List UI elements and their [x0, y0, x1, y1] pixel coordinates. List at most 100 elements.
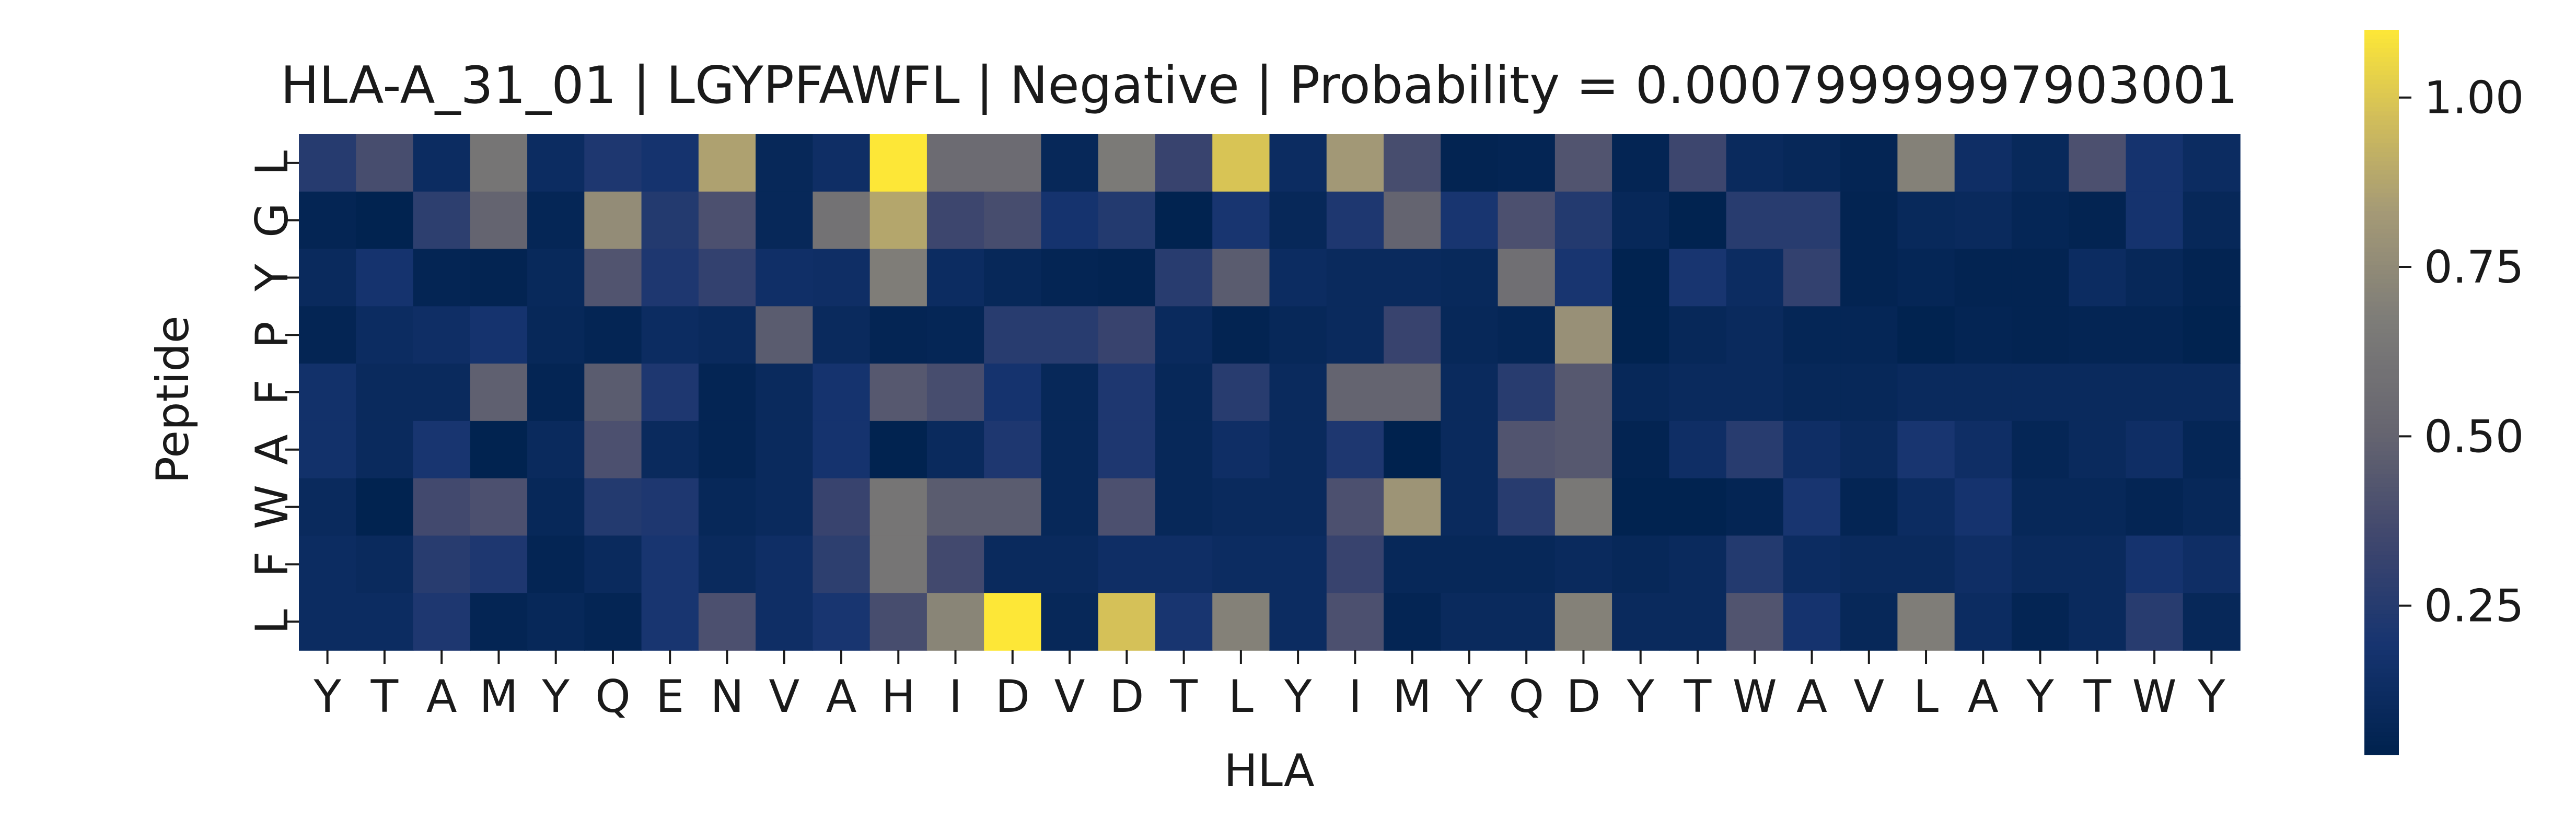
- heatmap-cell: [1384, 478, 1442, 536]
- colorbar-segment: [2364, 718, 2399, 724]
- colorbar-segment: [2364, 347, 2399, 352]
- colorbar-segment: [2364, 225, 2399, 230]
- colorbar-segment: [2364, 464, 2399, 470]
- colorbar-segment: [2364, 655, 2399, 660]
- colorbar-segment: [2364, 433, 2399, 438]
- heatmap-cell: [584, 134, 642, 192]
- heatmap-cell: [813, 364, 871, 422]
- colorbar-segment: [2364, 682, 2399, 687]
- colorbar-segment: [2364, 315, 2399, 321]
- colorbar-segment: [2364, 618, 2399, 624]
- heatmap-cell: [1954, 364, 2012, 422]
- colorbar-segment: [2364, 265, 2399, 271]
- colorbar-segment: [2364, 134, 2399, 139]
- colorbar-segment: [2364, 673, 2399, 678]
- colorbar-segment: [2364, 628, 2399, 633]
- heatmap-cell: [1498, 306, 1556, 364]
- heatmap-cell: [1840, 191, 1898, 250]
- colorbar-segment: [2364, 723, 2399, 728]
- heatmap-cell: [1669, 364, 1727, 422]
- heatmap-cell: [2126, 249, 2184, 307]
- colorbar-segment: [2364, 669, 2399, 674]
- colorbar-segment: [2364, 129, 2399, 135]
- colorbar-segment: [2364, 88, 2399, 94]
- heatmap-cell: [926, 134, 984, 192]
- heatmap-cell: [698, 535, 756, 594]
- heatmap-cell: [1441, 593, 1499, 651]
- heatmap-cell: [2183, 191, 2241, 250]
- heatmap-cell: [756, 420, 814, 479]
- heatmap-cell: [2126, 420, 2184, 479]
- colorbar-segment: [2364, 220, 2399, 225]
- heatmap-cell: [1498, 249, 1556, 307]
- heatmap-cell: [2069, 593, 2127, 651]
- colorbar-segment: [2364, 424, 2399, 429]
- colorbar-segment: [2364, 437, 2399, 443]
- heatmap-cell: [641, 191, 699, 250]
- heatmap-cell: [813, 306, 871, 364]
- colorbar-segment: [2364, 664, 2399, 669]
- colorbar-segment: [2364, 713, 2399, 719]
- heatmap-cell: [299, 134, 357, 192]
- colorbar-segment: [2364, 419, 2399, 425]
- y-tick-label: Y: [246, 264, 298, 292]
- colorbar-segment: [2364, 310, 2399, 316]
- heatmap-cell: [1326, 134, 1384, 192]
- heatmap-cell: [1212, 364, 1270, 422]
- colorbar-segment: [2364, 641, 2399, 647]
- heatmap-cell: [470, 134, 528, 192]
- heatmap-cell: [1098, 364, 1156, 422]
- heatmap-cell: [2126, 593, 2184, 651]
- heatmap-cell: [1155, 535, 1213, 594]
- heatmap-cell: [1954, 478, 2012, 536]
- colorbar-segment: [2364, 324, 2399, 330]
- heatmap-cell: [1612, 306, 1670, 364]
- heatmap-cell: [1498, 478, 1556, 536]
- heatmap-cell: [527, 306, 585, 364]
- heatmap-cell: [813, 134, 871, 192]
- x-tick-label: Q: [595, 671, 631, 723]
- heatmap-cell: [2011, 420, 2069, 479]
- colorbar-segment: [2364, 79, 2399, 85]
- heatmap-cell: [1384, 364, 1442, 422]
- heatmap-cell: [2183, 478, 2241, 536]
- colorbar-segment: [2364, 623, 2399, 628]
- heatmap-cell: [527, 478, 585, 536]
- heatmap-cell: [356, 306, 414, 364]
- y-axis-label: Peptide: [147, 315, 199, 483]
- colorbar-segment: [2364, 152, 2399, 157]
- heatmap-cell: [2011, 134, 2069, 192]
- heatmap-cell: [470, 535, 528, 594]
- heatmap-cell: [698, 134, 756, 192]
- heatmap-cells: [299, 134, 2241, 651]
- colorbar-segment: [2364, 320, 2399, 325]
- x-tick-label: L: [1913, 671, 1939, 723]
- heatmap-cell: [1326, 191, 1384, 250]
- heatmap-cell: [1098, 191, 1156, 250]
- heatmap-cell: [470, 249, 528, 307]
- heatmap-cell: [1612, 364, 1670, 422]
- colorbar-segment: [2364, 202, 2399, 207]
- colorbar-segment: [2364, 30, 2399, 35]
- heatmap-cell: [1269, 249, 1327, 307]
- colorbar-segment: [2364, 605, 2399, 611]
- heatmap-cell: [1155, 306, 1213, 364]
- x-tick-label: W: [1733, 671, 1777, 723]
- y-tick-label: F: [246, 552, 298, 577]
- colorbar-tick-label: 0.75: [2424, 241, 2524, 294]
- heatmap-cell: [2069, 420, 2127, 479]
- heatmap-cell: [984, 535, 1042, 594]
- colorbar-segment: [2364, 337, 2399, 343]
- heatmap-cell: [527, 364, 585, 422]
- x-tick-label: A: [426, 671, 457, 723]
- colorbar-segment: [2364, 161, 2399, 167]
- heatmap-cell: [1726, 191, 1784, 250]
- colorbar-segment: [2364, 301, 2399, 307]
- colorbar-segment: [2364, 274, 2399, 279]
- heatmap-cell: [756, 306, 814, 364]
- heatmap-cell: [1441, 420, 1499, 479]
- heatmap-cell: [641, 364, 699, 422]
- heatmap-cell: [926, 191, 984, 250]
- heatmap-cell: [2011, 191, 2069, 250]
- heatmap-cell: [1783, 306, 1841, 364]
